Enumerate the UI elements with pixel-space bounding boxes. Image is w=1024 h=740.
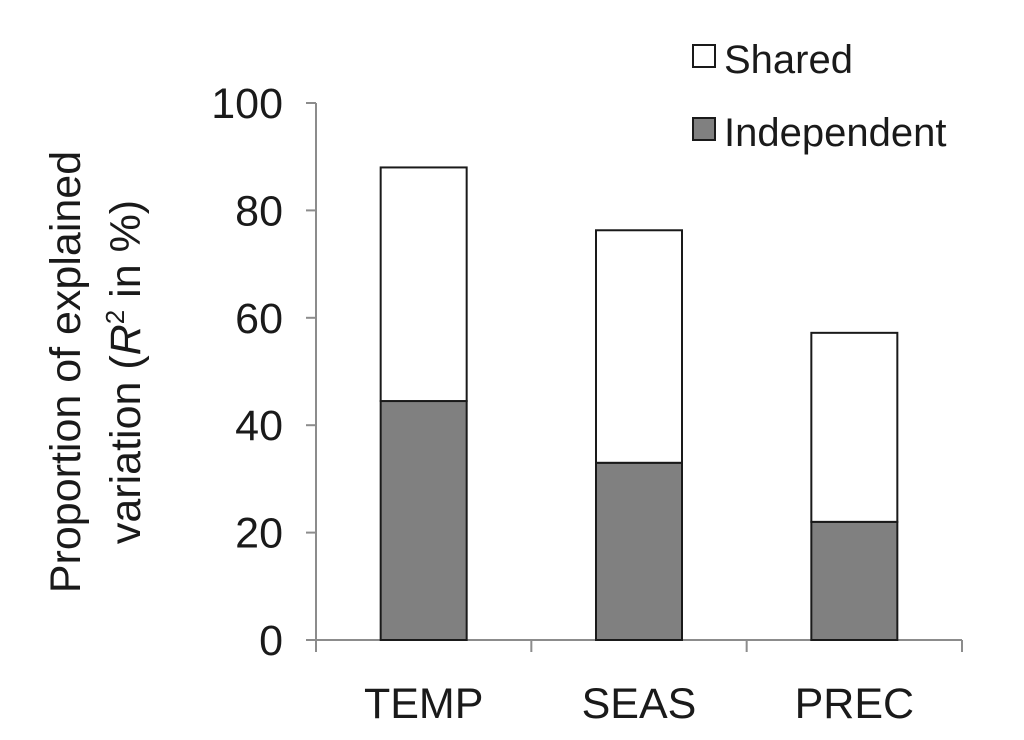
y-tick-label: 100 [211, 80, 283, 128]
y-tick-label: 0 [259, 617, 283, 665]
legend-label-shared: Shared [724, 38, 853, 82]
x-tick-label: TEMP [364, 680, 483, 728]
y-axis-label-prefix: variation ( [102, 355, 150, 544]
x-tick-label: PREC [795, 680, 914, 728]
y-axis-label-variable: R [102, 324, 150, 355]
x-tick-label: SEAS [582, 680, 697, 728]
bar-shared-seas [595, 229, 683, 464]
legend: Shared Independent [692, 38, 946, 155]
bar-independent-prec [810, 520, 899, 641]
y-axis-label-line1: Proportion of explained [42, 151, 90, 593]
y-axis-label: Proportion of explained variation (R2 in… [42, 151, 150, 593]
y-axis-label-superscript: 2 [100, 310, 130, 324]
bar-shared-prec [810, 331, 899, 523]
y-axis-label-suffix: in %) [102, 200, 150, 310]
y-tick-label: 60 [235, 295, 283, 343]
legend-swatch-independent [692, 117, 716, 141]
legend-item-shared: Shared [692, 38, 853, 82]
y-tick-label: 80 [235, 187, 283, 235]
y-axis-label-line2: variation (R2 in %) [100, 200, 150, 544]
y-tick-label: 20 [235, 510, 283, 558]
bar-shared-temp [379, 166, 468, 403]
bar-independent-temp [379, 400, 468, 641]
axes: 0 20 40 60 80 100 TEMP SEAS PREC [211, 80, 963, 728]
bars [379, 166, 899, 642]
legend-label-independent: Independent [724, 111, 946, 155]
y-tick-label: 40 [235, 402, 283, 450]
bar-independent-seas [595, 461, 683, 642]
legend-item-independent: Independent [692, 111, 946, 155]
legend-swatch-shared [692, 44, 716, 68]
